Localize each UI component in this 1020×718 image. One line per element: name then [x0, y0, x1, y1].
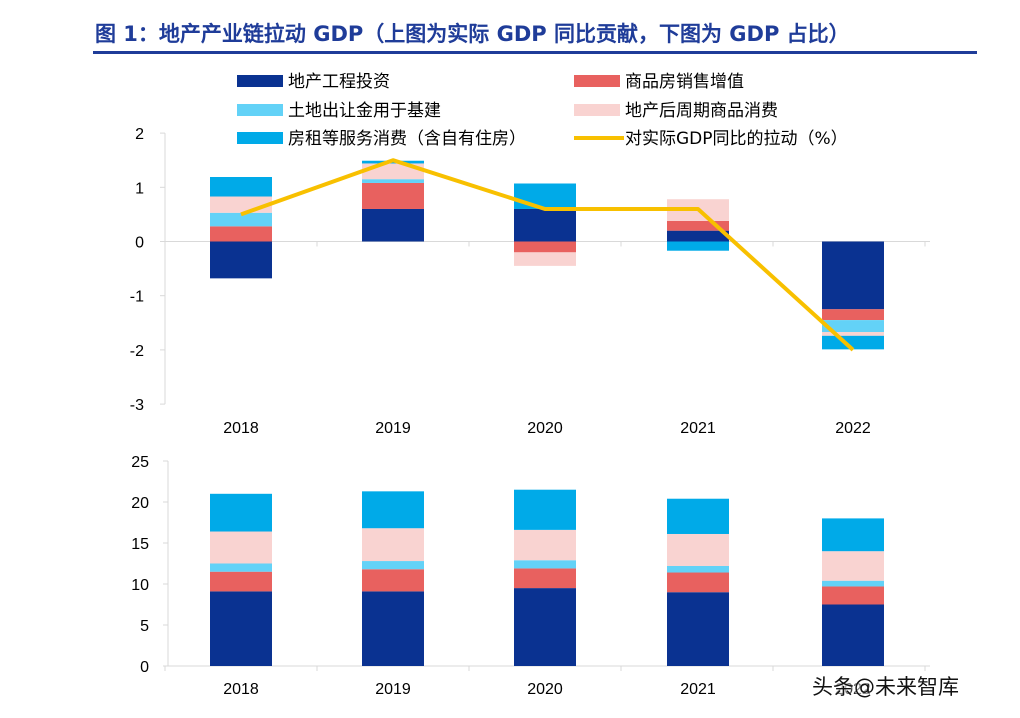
bar-segment: [822, 335, 884, 350]
bar-segment: [667, 230, 729, 242]
bar-segment: [667, 220, 729, 231]
legend-swatch: [237, 75, 283, 87]
x-tick-label: 2019: [375, 681, 411, 698]
y-tick-label: -2: [130, 343, 144, 360]
legend-label: 房租等服务消费（含自有住房）: [288, 129, 526, 149]
bar-segment: [362, 569, 424, 592]
y-tick-label: -1: [130, 289, 144, 306]
bar-segment: [514, 183, 576, 209]
bar-segment: [822, 586, 884, 605]
y-tick-label: 15: [131, 536, 149, 553]
x-tick-label: 2018: [223, 681, 259, 698]
share-chart: 25 20 15 10 5 0 2018 2019 2020 2021 2022: [131, 454, 930, 698]
bar-segment: [362, 528, 424, 562]
legend-label: 商品房销售增值: [625, 72, 744, 92]
bar-segment: [514, 252, 576, 266]
bar-segment: [822, 580, 884, 587]
bar-segment: [514, 241, 576, 253]
watermark: 头条@未来智库: [812, 675, 959, 699]
bar-segment: [210, 493, 272, 532]
bar-segment: [210, 226, 272, 242]
bar-segment: [514, 568, 576, 589]
bar-segment: [210, 212, 272, 227]
bar-segment: [514, 208, 576, 242]
bar-segment: [822, 551, 884, 581]
bar-segment: [362, 208, 424, 242]
bar-segment: [822, 518, 884, 552]
y-tick-label: 1: [135, 180, 144, 197]
legend-swatch: [574, 75, 620, 87]
figure-title: 图 1：地产产业链拉动 GDP（上图为实际 GDP 同比贡献，下图为 GDP 占…: [95, 22, 850, 46]
bar-segment: [667, 592, 729, 666]
bar-segment: [514, 489, 576, 530]
bar-segment: [667, 241, 729, 251]
pull-line: [240, 158, 855, 352]
bar-segment: [362, 591, 424, 666]
bar-segment: [210, 241, 272, 279]
bar-segment: [822, 309, 884, 321]
legend-label: 对实际GDP同比的拉动（%）: [625, 129, 848, 149]
y-tick-label: 2: [135, 126, 144, 143]
bar-segment: [514, 588, 576, 666]
bar-segment: [822, 320, 884, 333]
bar-segment: [514, 529, 576, 561]
y-tick-label: -3: [130, 397, 144, 414]
legend-swatch: [574, 104, 620, 116]
bar-segment: [210, 571, 272, 592]
y-tick-label: 25: [131, 454, 149, 471]
x-tick-label: 2021: [680, 420, 716, 437]
bar-segment: [210, 591, 272, 666]
bar-segment: [362, 179, 424, 183]
legend-label: 地产后周期商品消费: [625, 101, 778, 121]
x-tick-label: 2019: [375, 420, 411, 437]
y-tick-label: 5: [140, 618, 149, 635]
legend-label: 地产工程投资: [288, 72, 390, 92]
contribution-chart: 2 1 0 -1 -2 -3 2018 2019 2020 2021 2022: [130, 126, 930, 437]
legend-label: 土地出让金用于基建: [288, 101, 441, 121]
bar-segment: [362, 561, 424, 570]
title-underline: [93, 51, 977, 54]
y-tick-label: 0: [135, 235, 144, 252]
y-tick-label: 10: [131, 577, 149, 594]
bar-segment: [822, 241, 884, 310]
x-tick-label: 2020: [527, 681, 563, 698]
bar-segment: [822, 332, 884, 336]
x-tick-label: 2022: [835, 681, 871, 698]
bar-segment: [667, 572, 729, 593]
x-tick-label: 2018: [223, 420, 259, 437]
legend-swatch: [237, 104, 283, 116]
bar-segment: [514, 560, 576, 569]
x-tick-label: 2020: [527, 420, 563, 437]
bar-segment: [362, 491, 424, 529]
bar-segment: [210, 563, 272, 572]
bar-segment: [822, 604, 884, 666]
bar-segment: [667, 498, 729, 534]
x-tick-label: 2022: [835, 420, 871, 437]
y-tick-label: 20: [131, 495, 149, 512]
x-tick-label: 2021: [680, 681, 716, 698]
y-tick-label: 0: [140, 659, 149, 676]
bar-segment: [362, 182, 424, 209]
bar-segment: [667, 565, 729, 573]
bar-segment: [210, 177, 272, 197]
bar-segment: [210, 531, 272, 564]
legend-swatch: [237, 132, 283, 144]
bar-segment: [667, 533, 729, 566]
